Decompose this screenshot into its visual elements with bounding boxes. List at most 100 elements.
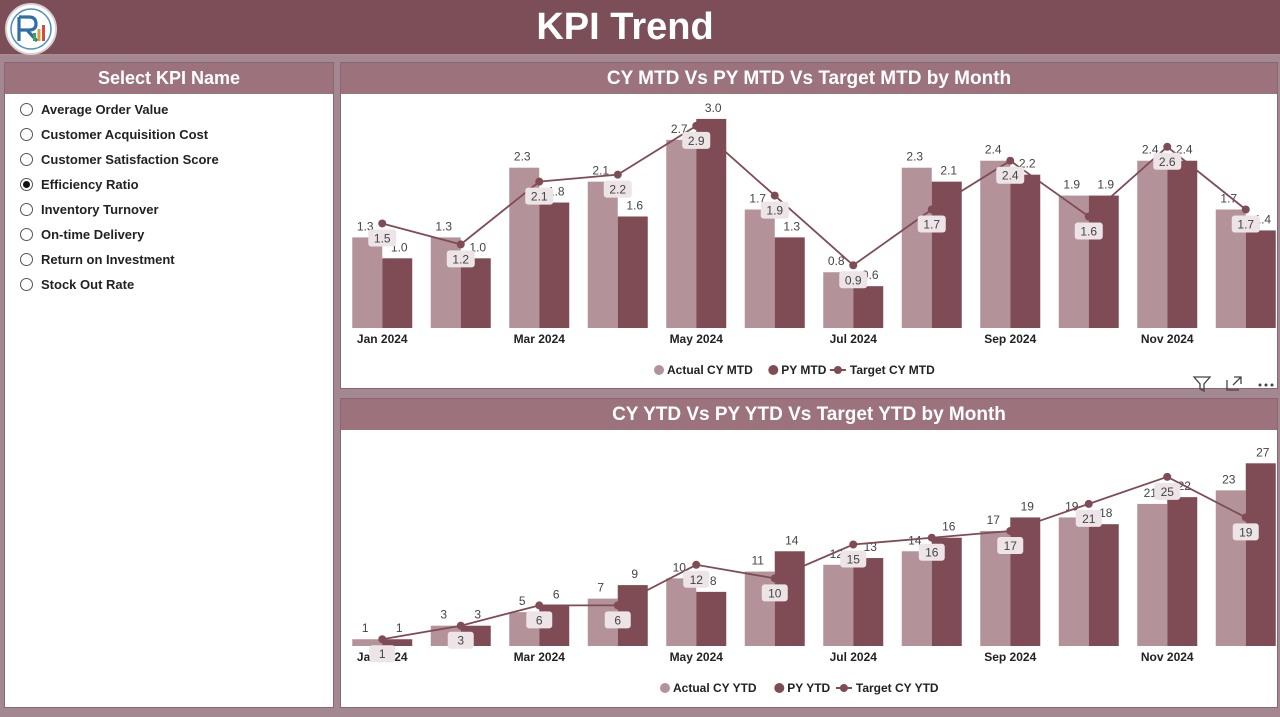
x-tick-label: Jul 2024 <box>830 650 878 664</box>
bar-actual <box>352 237 383 328</box>
slicer-option[interactable]: Return on Investment <box>5 247 333 272</box>
radio-button-icon[interactable] <box>20 228 33 241</box>
legend-marker <box>833 366 842 374</box>
bar-actual <box>823 564 854 646</box>
data-label-actual: 1.3 <box>357 219 374 233</box>
x-tick-label: Jul 2024 <box>830 332 878 346</box>
kpi-slicer: Select KPI Name Average Order Value Custo… <box>4 62 334 708</box>
slicer-option[interactable]: On-time Delivery <box>5 222 333 247</box>
data-label-target: 2.4 <box>1002 169 1019 183</box>
target-point <box>456 240 465 249</box>
target-label-box <box>761 584 788 602</box>
data-label-py: 1.0 <box>469 240 486 254</box>
target-label-box <box>840 550 867 568</box>
target-point <box>770 191 779 200</box>
data-label-actual: 5 <box>519 594 526 608</box>
bar-py <box>1167 497 1198 646</box>
radio-button-icon[interactable] <box>20 253 33 266</box>
target-point <box>849 540 858 549</box>
bar-actual <box>1058 517 1089 646</box>
data-label-py: 1.3 <box>783 219 800 233</box>
target-label-box <box>1153 152 1182 170</box>
data-label-actual: 1.9 <box>1063 178 1080 192</box>
target-point <box>535 601 544 610</box>
data-label-actual: 2.4 <box>985 143 1002 157</box>
focus-mode-icon[interactable] <box>1222 374 1246 394</box>
bar-actual <box>744 209 775 328</box>
bar-actual <box>1215 490 1246 646</box>
target-point <box>1084 212 1093 221</box>
x-tick-label: Sep 2024 <box>984 332 1036 346</box>
target-label-box <box>1232 523 1259 541</box>
page-title: KPI Trend <box>536 6 714 48</box>
ytd-chart-title: CY YTD Vs PY YTD Vs Target YTD by Month <box>341 399 1277 430</box>
target-label-box <box>446 250 475 268</box>
legend-marker <box>654 365 664 375</box>
target-point <box>378 635 387 644</box>
data-label-target: 6 <box>614 613 621 627</box>
data-label-actual: 23 <box>1222 472 1236 486</box>
x-tick-label: Mar 2024 <box>514 332 566 346</box>
target-point <box>692 121 701 130</box>
legend-marker <box>774 683 785 693</box>
data-label-target: 21 <box>1082 512 1096 526</box>
legend-label: Target CY MTD <box>850 363 935 377</box>
target-label-box <box>839 271 868 289</box>
target-label-box <box>447 631 474 649</box>
bar-py <box>617 216 648 328</box>
data-label-py: 1 <box>396 621 403 635</box>
target-point <box>535 177 544 186</box>
target-label-box <box>603 180 632 198</box>
more-options-icon[interactable] <box>1254 374 1278 394</box>
mtd-chart-title: CY MTD Vs PY MTD Vs Target MTD by Month <box>341 63 1277 94</box>
data-label-py: 19 <box>1021 499 1035 513</box>
slicer-option[interactable]: Average Order Value <box>5 97 333 122</box>
data-label-target: 1.9 <box>766 204 783 218</box>
bar-py <box>1010 517 1041 646</box>
slicer-option[interactable]: Customer Acquisition Cost <box>5 122 333 147</box>
radio-button-icon[interactable] <box>20 278 33 291</box>
data-label-target: 1.7 <box>1237 218 1254 232</box>
radio-button-icon[interactable] <box>20 103 33 116</box>
target-label-box <box>525 187 554 205</box>
target-point <box>1006 156 1015 165</box>
data-label-py: 1.9 <box>1097 178 1114 192</box>
bar-actual <box>666 578 697 646</box>
ytd-chart-panel: CY YTD Vs PY YTD Vs Target YTD by Month … <box>340 398 1278 708</box>
slicer-option[interactable]: Stock Out Rate <box>5 272 333 297</box>
data-label-target: 25 <box>1161 485 1175 499</box>
slicer-option[interactable]: Inventory Turnover <box>5 197 333 222</box>
radio-button-icon[interactable] <box>20 153 33 166</box>
target-label-box <box>1154 482 1181 500</box>
data-label-target: 16 <box>925 546 939 560</box>
data-label-target: 3 <box>457 634 464 648</box>
data-label-target: 1.5 <box>374 231 391 245</box>
radio-button-icon[interactable] <box>20 203 33 216</box>
data-label-target: 1.6 <box>1080 224 1097 238</box>
data-label-target: 0.9 <box>845 273 862 287</box>
data-label-actual: 1.7 <box>1220 192 1237 206</box>
data-label-actual: 0.8 <box>828 254 845 268</box>
bar-actual <box>744 571 775 646</box>
data-label-actual: 2.7 <box>671 122 688 136</box>
slicer-option[interactable]: Efficiency Ratio <box>5 172 333 197</box>
mtd-chart-panel: CY MTD Vs PY MTD Vs Target MTD by Month … <box>340 62 1278 389</box>
data-label-py: 8 <box>710 574 717 588</box>
filter-icon[interactable] <box>1190 374 1214 394</box>
data-label-actual: 21 <box>1144 486 1158 500</box>
target-point <box>456 621 465 630</box>
radio-button-icon[interactable] <box>20 128 33 141</box>
slicer-option[interactable]: Customer Satisfaction Score <box>5 147 333 172</box>
legend-marker <box>768 365 779 375</box>
x-tick-label: May 2024 <box>670 650 724 664</box>
radio-button-icon[interactable] <box>20 178 33 191</box>
data-label-actual: 7 <box>597 581 604 595</box>
legend-marker <box>839 684 848 692</box>
target-point <box>770 574 779 583</box>
target-point <box>613 601 622 610</box>
data-label-actual: 1 <box>362 621 369 635</box>
target-point <box>378 219 387 228</box>
x-tick-label: Sep 2024 <box>984 650 1036 664</box>
bar-py <box>1245 463 1276 646</box>
